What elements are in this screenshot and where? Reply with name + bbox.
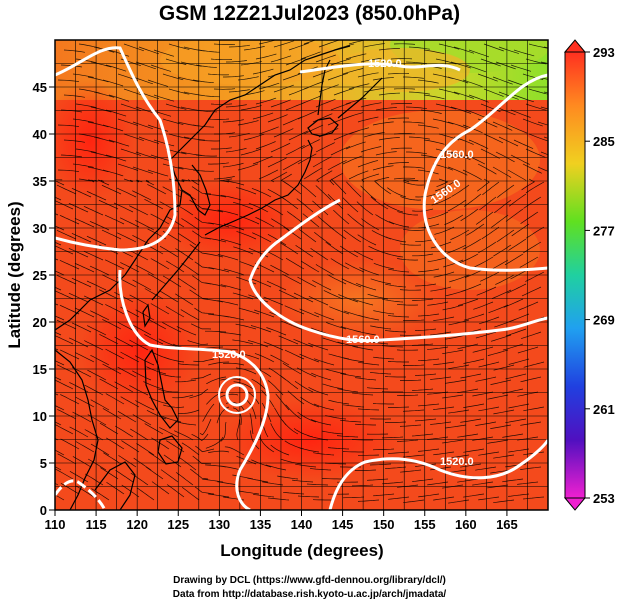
- credit-data: Data from http://database.rish.kyoto-u.a…: [172, 589, 447, 600]
- contour-label: 1560.0: [440, 149, 474, 161]
- y-tick-label: 40: [33, 127, 47, 142]
- y-tick-label: 15: [33, 362, 47, 377]
- contour-north-east: [299, 62, 461, 74]
- colorbar-bottom-arrow: [563, 497, 587, 511]
- coast-japan-hokkaido: [307, 117, 339, 137]
- coastlines: [55, 45, 383, 510]
- x-tick-label: 115: [86, 517, 107, 532]
- x-tick-label: 155: [414, 517, 436, 532]
- contour-sw-fragment: [55, 479, 107, 510]
- contour-east-arc: [422, 73, 548, 272]
- contour-label: 1520.0: [440, 456, 474, 468]
- x-tick-label: 160: [455, 517, 477, 532]
- coast-mindanao: [157, 435, 183, 465]
- x-tick-label: 125: [167, 517, 189, 532]
- colorbar-tick-label: 293: [593, 45, 615, 60]
- coast-korea: [181, 164, 211, 216]
- colorbar-tick-label: 261: [593, 402, 615, 417]
- colorbar-top-arrow: [563, 39, 587, 53]
- credit-drawing: Drawing by DCL (https://www.gfd-dennou.o…: [173, 575, 446, 586]
- y-tick-label: 5: [40, 456, 47, 471]
- contour-label: 1560.0: [346, 334, 380, 346]
- contour-label: 1520.0: [212, 349, 246, 361]
- y-axis-ticks: 0 5 10 15 20 25 30 35 40 45: [33, 80, 55, 518]
- y-tick-label: 10: [33, 409, 47, 424]
- colorbar-tick-label: 253: [593, 491, 615, 506]
- y-tick-label: 30: [33, 221, 47, 236]
- colorbar: 293 285 277 269 261 253: [563, 39, 615, 511]
- contour-label: 1520.0: [368, 58, 402, 70]
- coast-ryukyu: [151, 241, 201, 301]
- x-tick-label: 165: [496, 517, 518, 532]
- y-tick-label: 35: [33, 174, 47, 189]
- x-tick-label: 145: [332, 517, 354, 532]
- x-tick-label: 150: [373, 517, 395, 532]
- contour-typhoon-ring: [218, 376, 256, 414]
- coast-asia-mainland: [55, 45, 351, 331]
- colorbar-tick-label: 277: [593, 223, 615, 238]
- x-axis-label: Longitude (degrees): [220, 541, 383, 560]
- y-axis-label: Latitude (degrees): [5, 201, 24, 348]
- contour-typhoon-center: [225, 383, 249, 407]
- coast-indochina: [55, 349, 99, 510]
- map-grid: [55, 40, 548, 510]
- x-tick-label: 130: [208, 517, 230, 532]
- contour-north: [55, 46, 177, 252]
- coast-japan-honshu: [204, 139, 313, 236]
- x-axis-ticks: 110 115 120 125 130 135 140 145 150 155 160 165: [45, 510, 518, 532]
- coast-borneo: [94, 461, 136, 510]
- colorbar-ticks: 293 285 277 269 261 253: [585, 45, 615, 506]
- geopotential-contours: [55, 46, 548, 510]
- x-tick-label: 120: [126, 517, 148, 532]
- colorbar-tick-label: 269: [593, 313, 615, 328]
- y-tick-label: 25: [33, 268, 47, 283]
- contour-south: [328, 439, 548, 510]
- coast-taiwan: [142, 303, 151, 328]
- coast-sakhalin: [317, 59, 331, 116]
- colorbar-tick-label: 285: [593, 134, 615, 149]
- temperature-field: [55, 40, 548, 510]
- coast-kuril: [337, 77, 383, 119]
- y-tick-label: 20: [33, 315, 47, 330]
- colorbar-body: [564, 51, 586, 499]
- y-tick-label: 0: [40, 503, 47, 518]
- x-tick-label: 110: [45, 517, 66, 532]
- x-tick-label: 140: [291, 517, 313, 532]
- y-tick-label: 45: [33, 80, 47, 95]
- coast-luzon: [144, 348, 179, 429]
- x-tick-label: 135: [250, 517, 272, 532]
- map-title: GSM 12Z21Jul2023 (850.0hPa): [158, 2, 461, 25]
- contour-west-loop: [118, 269, 270, 510]
- contour-mid: [248, 198, 548, 343]
